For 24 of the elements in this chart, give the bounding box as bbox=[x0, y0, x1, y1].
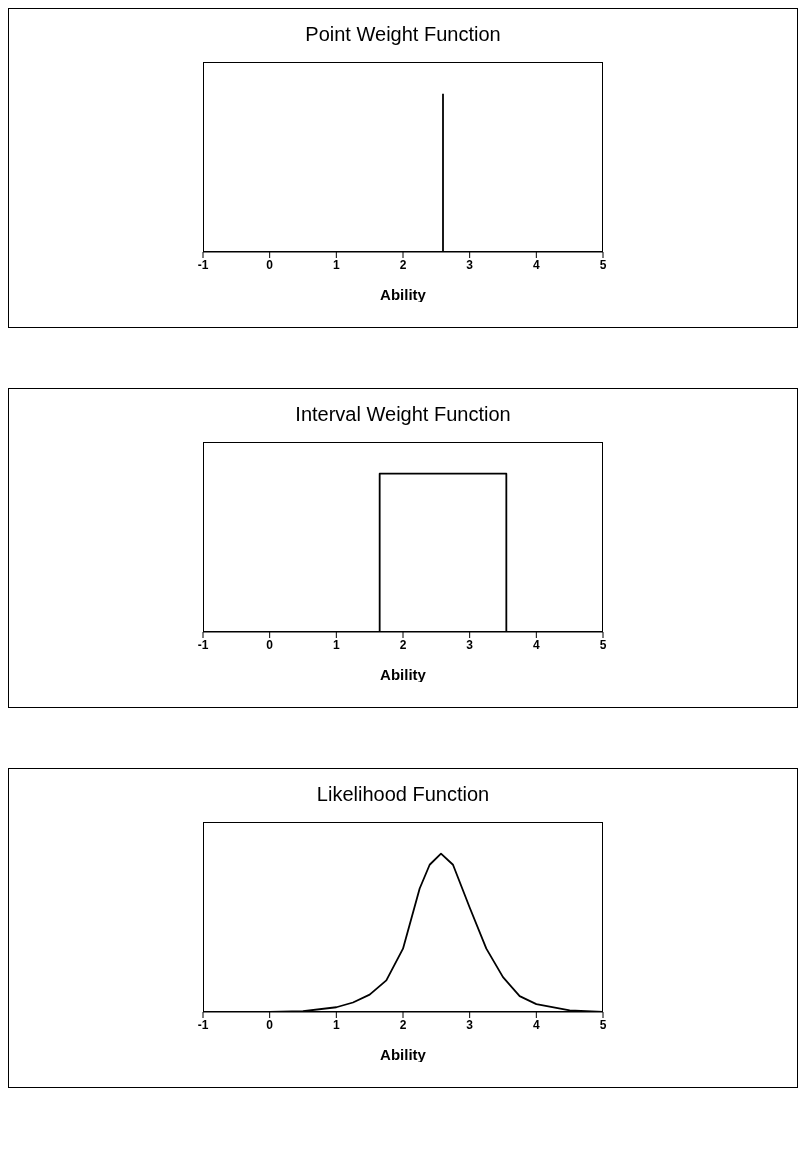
x-tick-label: 3 bbox=[466, 257, 474, 272]
x-tick-label: 0 bbox=[266, 637, 274, 652]
x-tick-label: 3 bbox=[466, 637, 474, 652]
x-tick-label: -1 bbox=[197, 1017, 209, 1032]
x-tick-label: 5 bbox=[599, 257, 607, 272]
chart-title: Interval Weight Function bbox=[295, 403, 511, 426]
x-tick-label: 0 bbox=[266, 257, 274, 272]
x-tick-label: 5 bbox=[599, 637, 607, 652]
x-tick-label: 2 bbox=[399, 1017, 407, 1032]
x-tick-label: 4 bbox=[532, 1017, 540, 1032]
x-tick-label: 1 bbox=[332, 637, 340, 652]
x-tick-label: 4 bbox=[532, 257, 540, 272]
x-tick-label: -1 bbox=[197, 637, 209, 652]
x-tick-label: 4 bbox=[532, 637, 540, 652]
x-tick-label: 1 bbox=[332, 257, 340, 272]
x-tick-label: 0 bbox=[266, 1017, 274, 1032]
x-tick-label: -1 bbox=[197, 257, 209, 272]
x-tick-label: 1 bbox=[332, 1017, 340, 1032]
x-tick-label: 5 bbox=[599, 1017, 607, 1032]
x-tick-label: 2 bbox=[399, 637, 407, 652]
x-tick-label: 3 bbox=[466, 1017, 474, 1032]
x-tick-label: 2 bbox=[399, 257, 407, 272]
chart-title: Likelihood Function bbox=[316, 783, 490, 806]
chart-title: Point Weight Function bbox=[305, 23, 501, 46]
